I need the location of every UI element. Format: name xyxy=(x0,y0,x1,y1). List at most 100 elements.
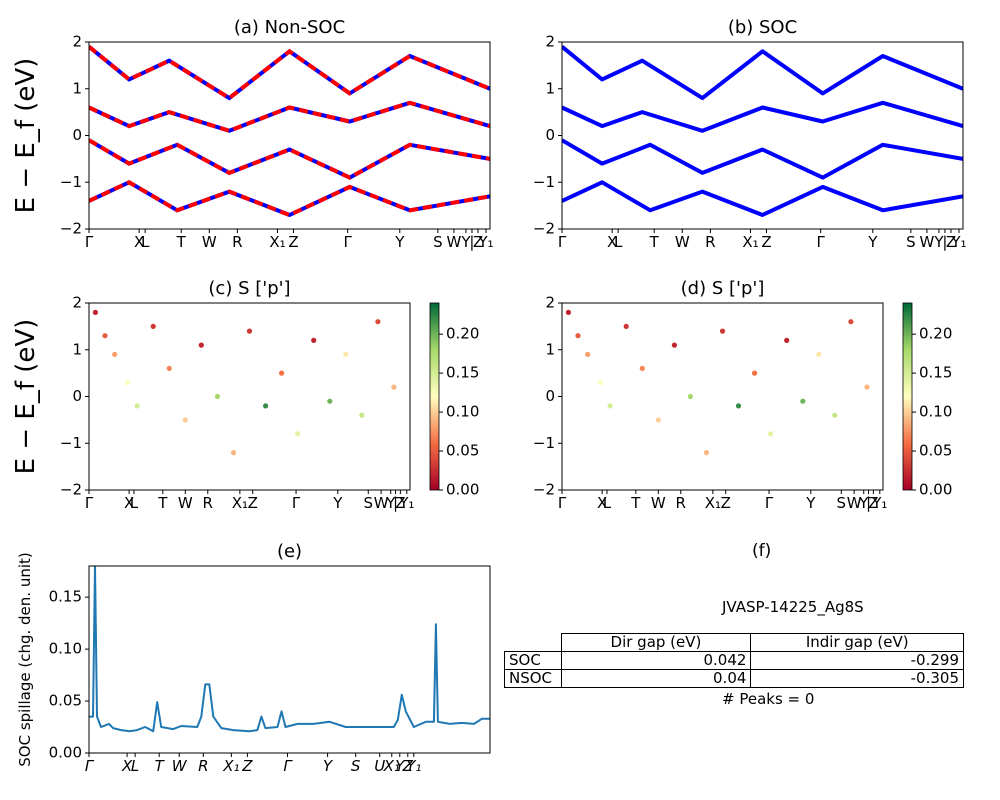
col-dir-gap: Dir gap (eV) xyxy=(560,633,752,652)
x-tick-label: T xyxy=(649,233,660,251)
x-tick-label: Y xyxy=(323,757,334,775)
y-tick-label: 1 xyxy=(545,79,555,97)
y-tick-label: 2 xyxy=(72,294,82,312)
x-tick-label: X₁ xyxy=(742,233,758,251)
panel-e: (e)0.000.050.100.15Γ XL T W R X₁ Z Γ Y S UX₁YZY₁SO… xyxy=(16,541,491,775)
x-tick-label: Γ xyxy=(765,494,774,512)
x-tick-label: T xyxy=(155,757,166,775)
y-tick-label: −1 xyxy=(533,434,555,452)
y-tick-label: −2 xyxy=(533,481,555,499)
x-tick-label: R xyxy=(198,757,208,775)
x-tick-label: Y xyxy=(395,757,406,775)
x-tick-label: Y xyxy=(867,233,878,251)
scatter-point xyxy=(166,365,172,371)
colorbar-tick-label: 0.10 xyxy=(919,403,952,421)
x-tick-label: Y₁ xyxy=(950,233,966,251)
y-tick-label: −2 xyxy=(60,481,82,499)
panel-title: (c) S ['p'] xyxy=(208,278,290,299)
series-line xyxy=(562,138,963,180)
colorbar-tick-label: 0.15 xyxy=(919,364,952,382)
y-tick-label: 2 xyxy=(72,33,82,51)
scatter-point xyxy=(565,309,572,315)
x-tick-label: Y xyxy=(858,494,869,512)
y-tick-label: 1 xyxy=(545,340,555,358)
plot-area xyxy=(565,309,870,456)
x-tick-label: Γ xyxy=(558,233,567,251)
x-tick-label: S xyxy=(906,233,916,251)
x-tick-label: X xyxy=(607,233,617,251)
x-tick-label: X xyxy=(134,233,144,251)
x-tick-label: L xyxy=(130,494,139,512)
x-tick-label: Z xyxy=(395,494,405,512)
x-tick-label: Z xyxy=(288,233,298,251)
x-tick-label: Y₁ xyxy=(406,757,421,775)
scatter-point xyxy=(295,431,301,437)
x-tick-label: | xyxy=(866,494,871,512)
scatter-point xyxy=(359,412,365,418)
series-line xyxy=(89,138,490,180)
x-tick-label: S xyxy=(364,494,374,512)
series-line xyxy=(562,45,963,101)
x-tick-label: X xyxy=(597,494,607,512)
x-tick-label: Γ xyxy=(85,233,94,251)
x-tick-label: X xyxy=(121,757,133,775)
colorbar-tick-label: 0.05 xyxy=(919,442,952,460)
x-tick-label: | xyxy=(393,494,398,512)
x-tick-label: Γ xyxy=(343,233,352,251)
y-tick-label: 0.10 xyxy=(49,640,82,658)
colorbar-tick-label: 0.20 xyxy=(919,325,952,343)
x-tick-label: Z xyxy=(473,233,483,251)
scatter-point xyxy=(375,319,381,325)
y-tick-label: −1 xyxy=(533,173,555,191)
x-tick-label: Z xyxy=(402,757,414,775)
x-tick-label: L xyxy=(131,757,139,775)
scatter-point xyxy=(784,337,790,343)
table-row: NSOC 0.04 -0.305 xyxy=(504,669,964,688)
scatter-point xyxy=(832,412,838,418)
x-tick-label: X₁ xyxy=(232,494,248,512)
peaks-count: # Peaks = 0 xyxy=(722,690,815,708)
scatter-point xyxy=(655,417,661,423)
x-tick-label: L xyxy=(614,233,623,251)
x-tick-label: X₁ xyxy=(383,757,400,775)
x-tick-label: W xyxy=(374,494,389,512)
x-tick-label: T xyxy=(630,494,641,512)
scatter-point xyxy=(768,431,774,437)
scatter-point xyxy=(263,403,269,409)
scatter-point xyxy=(671,342,678,348)
y-tick-label: 0 xyxy=(545,387,555,405)
axes-frame xyxy=(88,565,491,754)
y-axis-label: E − E_f (eV) xyxy=(11,319,41,475)
series-line xyxy=(89,566,490,733)
cell-indir: -0.305 xyxy=(750,669,964,688)
col-indir-gap: Indir gap (eV) xyxy=(750,633,964,652)
colorbar xyxy=(429,302,440,491)
series-line xyxy=(562,100,963,133)
scatter-point xyxy=(752,370,758,376)
y-tick-label: 1 xyxy=(72,79,82,97)
scatter-point xyxy=(343,351,349,357)
y-tick-label: 0 xyxy=(72,387,82,405)
x-tick-label: S xyxy=(433,233,443,251)
cell-indir: -0.299 xyxy=(750,651,964,670)
plot-area xyxy=(562,45,963,217)
cell-dir: 0.042 xyxy=(560,651,752,670)
scatter-point xyxy=(92,309,98,315)
y-axis-label: E − E_f (eV) xyxy=(11,58,41,214)
x-tick-label: Z xyxy=(721,494,731,512)
x-tick-label: W xyxy=(675,233,690,251)
x-tick-label: Γ xyxy=(558,494,567,512)
scatter-point xyxy=(800,398,806,404)
series-line-nsoc xyxy=(89,180,490,218)
series-line-nsoc xyxy=(89,45,490,101)
colorbar-tick-label: 0.05 xyxy=(446,442,479,460)
y-tick-label: 1 xyxy=(72,340,82,358)
x-tick-label: T xyxy=(176,233,187,251)
x-tick-label: Y₁ xyxy=(871,494,887,512)
y-tick-label: 0.15 xyxy=(49,588,82,606)
x-tick-label: W xyxy=(178,494,193,512)
plot-area xyxy=(89,45,490,218)
table-row: SOC 0.042 -0.299 xyxy=(504,651,964,670)
